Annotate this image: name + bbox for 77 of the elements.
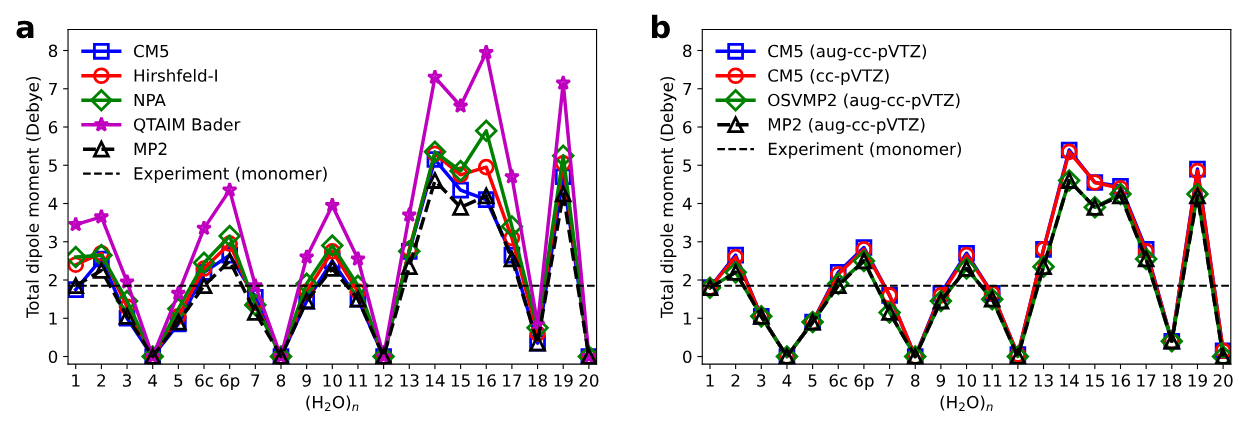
x-tick-label: 11 (349, 374, 368, 387)
legend-label: CM5 (cc-pVTZ) (768, 68, 889, 86)
x-tick-label: 14 (1060, 374, 1079, 387)
chart-title: b (651, 14, 670, 39)
y-tick-label: 0 (683, 350, 692, 364)
y-tick-label: 7 (49, 82, 57, 96)
x-tick-label: 3 (123, 374, 132, 387)
y-tick-label: 1 (49, 312, 57, 325)
y-tick-label: 6 (48, 120, 58, 134)
y-tick-label: 6 (683, 120, 692, 134)
x-tick-label: 18 (1163, 374, 1182, 387)
x-tick-label: 15 (451, 374, 470, 387)
y-tick-label: 5 (683, 159, 692, 172)
legend-label: CM5 (133, 44, 169, 58)
y-tick-label: 2 (683, 273, 691, 287)
x-tick-label: 18 (528, 374, 548, 387)
x-tick-label: 7 (885, 374, 894, 387)
y-tick-label: 8 (48, 44, 58, 58)
x-tick-label: 7 (251, 374, 260, 387)
x-tick-label: 11 (983, 374, 1002, 387)
x-tick-label: 20 (1213, 374, 1233, 387)
x-tick-label: 6p (854, 374, 874, 391)
x-tick-label: 13 (400, 374, 419, 387)
legend-label: NPA (134, 93, 166, 107)
x-tick-label: 14 (426, 374, 445, 387)
x-tick-label: 6c (195, 374, 213, 387)
x-tick-label: 19 (1188, 374, 1207, 387)
legend-label: CM5 (aug-cc-pVTZ) (768, 44, 927, 61)
legend-label: Experiment (monomer) (134, 166, 327, 183)
x-tick-label: 9 (302, 374, 311, 387)
y-axis-title: Total dipole moment (Debye) (660, 77, 677, 319)
x-tick-label: 10 (323, 374, 342, 387)
x-tick-label: 8 (911, 374, 920, 387)
x-tick-label: 4 (782, 374, 792, 387)
x-tick-label: 12 (374, 374, 393, 387)
y-tick-label: 2 (48, 273, 57, 287)
legend-label: MP2 (134, 142, 167, 155)
legend-label: QTAIM Bader (133, 117, 241, 133)
x-tick-label: 5 (808, 374, 817, 387)
x-axis-title: (H$_{2}$O)$_{n}$ (940, 395, 993, 411)
y-tick-label: 7 (683, 82, 692, 96)
y-tick-label: 4 (682, 197, 692, 210)
x-tick-label: 13 (1034, 374, 1053, 387)
x-tick-label: 8 (276, 374, 286, 387)
x-tick-label: 17 (503, 374, 522, 387)
x-axis-title: (H$_{2}$O)$_{n}$ (306, 395, 359, 411)
y-tick-label: 0 (48, 350, 58, 364)
x-tick-label: 16 (1111, 374, 1131, 387)
x-tick-label: 2 (731, 374, 740, 387)
x-tick-label: 1 (706, 374, 714, 387)
x-tick-label: 16 (477, 374, 496, 387)
y-tick-label: 3 (48, 235, 57, 249)
legend-label: Experiment (monomer) (768, 142, 961, 159)
x-tick-label: 10 (957, 374, 977, 387)
x-tick-label: 9 (936, 374, 946, 387)
legend-label: Hirshfeld-I (134, 68, 217, 82)
x-tick-label: 3 (757, 374, 766, 387)
y-axis-title: Total dipole moment (Debye) (26, 77, 43, 319)
x-tick-label: 20 (579, 374, 599, 387)
y-tick-label: 5 (49, 159, 57, 172)
x-tick-label: 2 (97, 374, 106, 387)
y-tick-label: 8 (683, 44, 692, 58)
x-tick-label: 4 (148, 374, 158, 387)
y-tick-label: 1 (683, 312, 692, 325)
legend-label: MP2 (aug-cc-pVTZ) (768, 117, 925, 134)
legend-label: OSVMP2 (aug-cc-pVTZ) (768, 93, 960, 110)
x-tick-label: 5 (174, 374, 183, 387)
x-tick-label: 12 (1009, 374, 1027, 387)
x-tick-label: 15 (1086, 374, 1104, 387)
x-tick-label: 6c (829, 374, 848, 387)
y-tick-label: 3 (683, 235, 692, 249)
x-tick-label: 1 (72, 374, 80, 387)
x-tick-label: 17 (1137, 374, 1156, 387)
x-tick-label: 6p (220, 374, 240, 391)
chart-title: a (16, 20, 34, 39)
y-tick-label: 4 (48, 197, 58, 210)
x-tick-label: 19 (554, 374, 573, 387)
